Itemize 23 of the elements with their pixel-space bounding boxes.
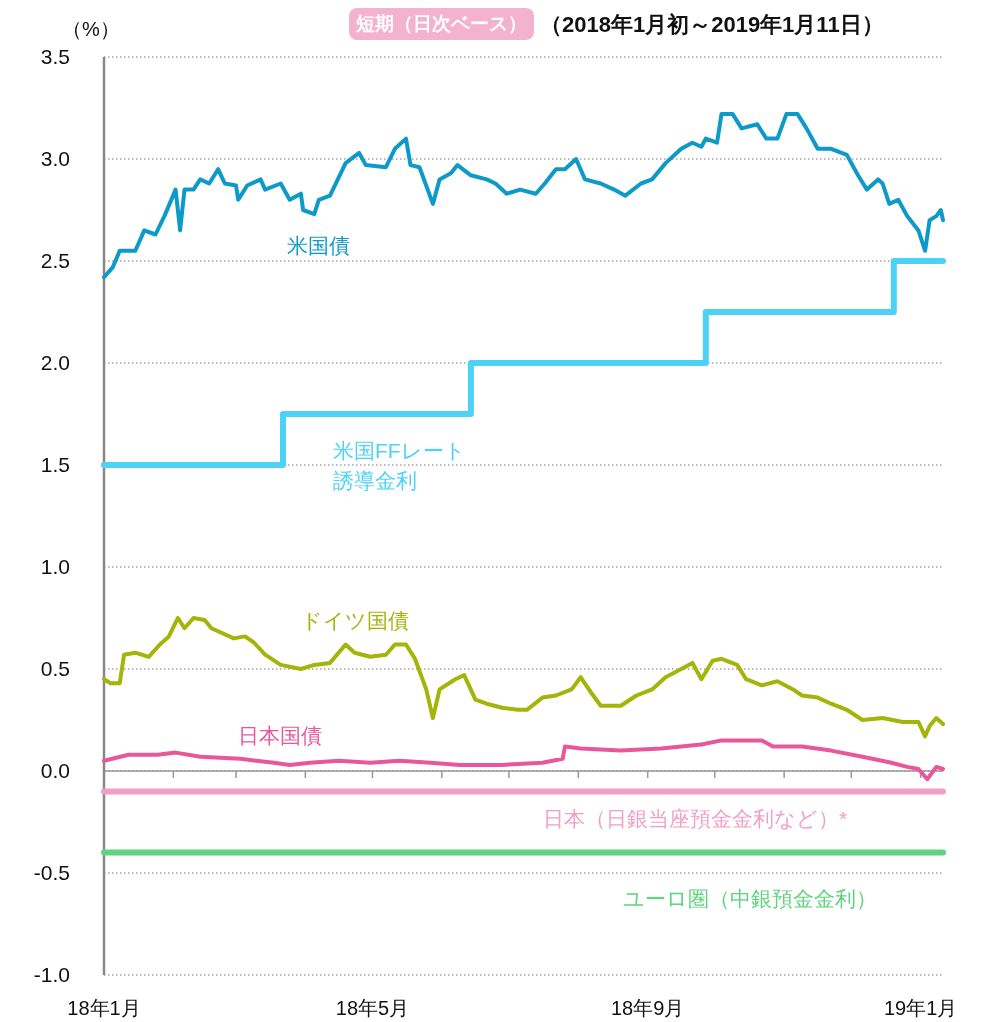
y-tick-label: 2.0 (40, 351, 70, 374)
y-tick-label: -0.5 (33, 861, 70, 884)
x-tick-label: 18年9月 (610, 997, 685, 1019)
x-tick-label: 19年1月 (883, 997, 958, 1019)
chart-title: 短期（日次ベース） (355, 13, 527, 34)
y-tick-label: 1.0 (40, 555, 70, 578)
series-label: 米国FFレート誘導金利 (333, 439, 466, 492)
series-label: 日本国債 (238, 724, 322, 747)
y-tick-label: 3.0 (40, 147, 70, 170)
y-tick-label: 0.0 (40, 759, 70, 782)
y-axis-title: （%） (62, 18, 120, 40)
series-label: ドイツ国債 (301, 609, 409, 632)
y-tick-label: 2.5 (40, 249, 70, 272)
series-label: ユーロ圏（中銀預金金利） (623, 887, 877, 910)
y-tick-label: 3.5 (40, 45, 70, 68)
y-tick-label: 1.5 (40, 453, 70, 476)
series-label: 米国債 (286, 234, 350, 257)
x-tick-label: 18年1月 (67, 997, 141, 1019)
x-tick-label: 18年5月 (335, 997, 410, 1019)
y-tick-label: 0.5 (40, 657, 70, 680)
y-tick-label: -1.0 (33, 963, 70, 986)
series-label: 日本（日銀当座預金金利など）* (542, 807, 848, 830)
chart-subtitle: （2018年1月初～2019年1月11日） (540, 12, 884, 37)
